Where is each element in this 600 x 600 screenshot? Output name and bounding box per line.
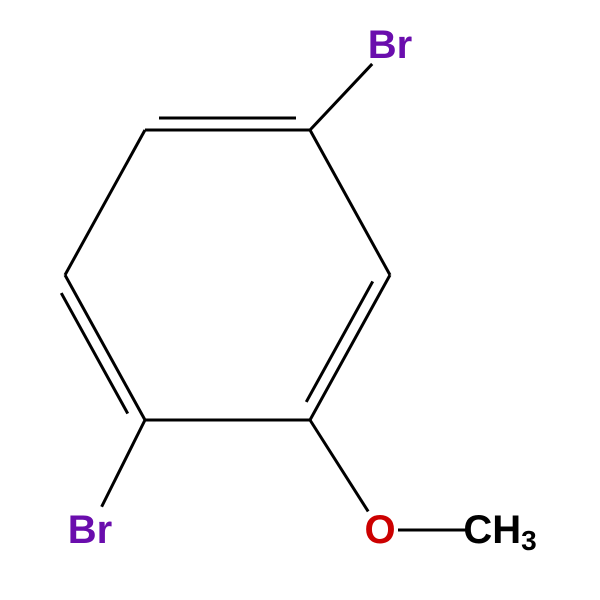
bond (102, 420, 145, 507)
molecule-diagram: Br Br O CH3 (0, 0, 600, 600)
bond (65, 275, 145, 420)
bromine-label-top: Br (368, 23, 412, 67)
methyl-label: CH3 (463, 508, 536, 556)
bond (61, 293, 127, 413)
bond (310, 64, 372, 130)
bond (306, 281, 372, 401)
bromine-label-bottom-left: Br (68, 508, 112, 552)
oxygen-label: O (364, 508, 395, 552)
bond (65, 130, 145, 275)
bond (310, 275, 390, 420)
bond (310, 130, 390, 275)
bond (310, 420, 368, 511)
